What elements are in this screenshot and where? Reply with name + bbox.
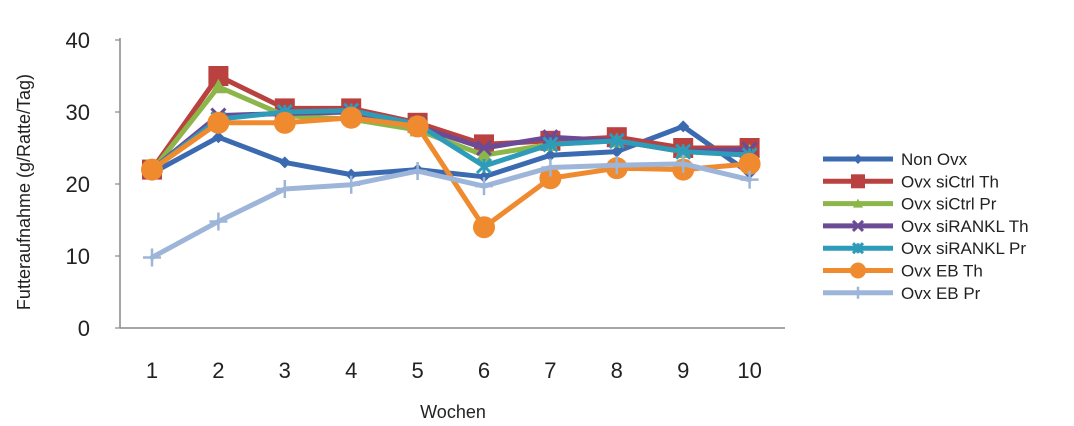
legend-label: Non Ovx <box>901 150 968 169</box>
x-tick-label: 7 <box>544 358 556 383</box>
data-point-diamond <box>610 145 623 158</box>
x-tick-label: 4 <box>345 358 357 383</box>
y-tick-label: 10 <box>66 244 90 269</box>
series-lines <box>141 66 761 267</box>
data-point-diamond <box>544 149 557 162</box>
series-line <box>149 73 753 173</box>
data-point-diamond <box>478 170 490 183</box>
data-point-x <box>851 219 865 232</box>
legend-item: Ovx siCtrl Pr <box>823 195 997 214</box>
data-point-circle <box>207 111 230 134</box>
legend-label: Ovx siCtrl Th <box>901 172 999 191</box>
data-point-star <box>608 132 625 149</box>
x-tick-label: 3 <box>279 358 291 383</box>
legend-item: Ovx siCtrl Th <box>823 172 999 191</box>
x-tick-label: 6 <box>478 358 490 383</box>
x-tick-label: 5 <box>411 358 423 383</box>
data-point-star <box>851 242 865 255</box>
data-point-triangle <box>210 78 227 94</box>
data-point-plus <box>275 180 294 199</box>
data-point-diamond <box>212 131 225 144</box>
data-point-circle <box>406 115 429 138</box>
axes: 0 10 20 30 40 1 2 3 4 5 6 7 8 9 10 Wochen Futteraufnahme… <box>14 28 785 422</box>
data-point-plus <box>209 212 228 231</box>
data-point-plus <box>852 286 864 299</box>
legend: Non Ovx Ovx siCtrl Th Ovx siCtrl Pr Ovx siR… <box>823 150 1029 303</box>
data-point-plus <box>143 248 161 267</box>
data-point-circle <box>738 152 761 175</box>
data-point-circle <box>141 158 163 181</box>
series-line <box>149 108 753 173</box>
series-non-ovx <box>146 120 756 183</box>
legend-label: Ovx EB Th <box>901 262 983 281</box>
data-point-circle <box>340 106 363 129</box>
legend-item: Ovx EB Th <box>823 262 983 281</box>
y-axis-title: Futteraufnahme (g/Ratte/Tag) <box>14 74 34 310</box>
y-tick-label: 40 <box>66 28 90 53</box>
data-point-diamond <box>853 154 863 164</box>
legend-label: Ovx siCtrl Pr <box>901 195 997 214</box>
x-axis-title: Wochen <box>420 402 486 422</box>
data-point-plus <box>342 175 361 194</box>
legend-item: Ovx siRANKL Pr <box>823 239 1026 258</box>
data-point-diamond <box>677 120 690 133</box>
x-tick-label: 9 <box>677 358 689 383</box>
series-ovx-eb-pr <box>143 154 759 267</box>
legend-label: Ovx siRANKL Pr <box>901 239 1026 258</box>
data-point-star <box>475 157 493 175</box>
data-point-diamond <box>278 156 291 169</box>
series-line <box>149 161 753 260</box>
data-point-circle <box>273 111 296 134</box>
data-point-plus <box>674 154 693 173</box>
legend-item: Non Ovx <box>823 150 968 169</box>
series-ovx-eb-th <box>141 106 761 239</box>
legend-label: Ovx EB Pr <box>901 284 981 303</box>
data-point-circle <box>539 167 562 190</box>
y-tick-label: 30 <box>66 100 90 125</box>
data-point-plus <box>408 162 427 181</box>
data-point-plus <box>475 177 493 196</box>
legend-item: Ovx EB Pr <box>823 284 981 303</box>
data-point-plus <box>607 156 626 175</box>
data-point-diamond <box>345 168 358 181</box>
x-tick-label: 10 <box>737 358 761 383</box>
x-tick-label: 2 <box>212 358 224 383</box>
data-point-x <box>475 139 493 157</box>
data-point-plus <box>740 170 759 189</box>
data-point-plus <box>541 158 560 177</box>
legend-label: Ovx siRANKL Th <box>901 217 1029 236</box>
data-point-star <box>542 136 559 153</box>
data-point-triangle <box>476 147 492 162</box>
legend-item: Ovx siRANKL Th <box>823 217 1029 236</box>
x-tick-label: 8 <box>611 358 623 383</box>
data-point-triangle <box>853 198 863 208</box>
series-line <box>149 84 753 174</box>
y-tick-label: 0 <box>78 316 90 341</box>
data-point-square <box>851 174 865 189</box>
data-point-circle <box>473 216 495 239</box>
data-point-square <box>208 66 229 86</box>
data-point-circle <box>850 262 866 279</box>
y-tick-label: 20 <box>66 172 90 197</box>
x-tick-label: 1 <box>146 358 158 383</box>
